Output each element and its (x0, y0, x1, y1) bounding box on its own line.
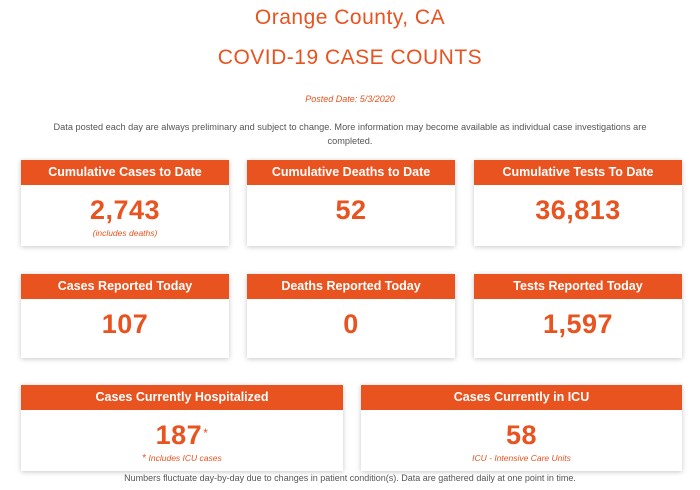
card-hospitalized-label: Cases Currently Hospitalized (21, 385, 343, 410)
card-tests-today-value: 1,597 (542, 309, 614, 339)
hospitalized-note-asterisk: * (142, 453, 147, 464)
card-cumulative-cases-value: 2,743 (89, 195, 161, 225)
card-cases-today-label: Cases Reported Today (21, 274, 229, 299)
posted-date: Posted Date: 5/3/2020 (305, 94, 395, 104)
hospitalized-asterisk: * (203, 426, 209, 440)
card-deaths-today: Deaths Reported Today 0 (247, 274, 455, 358)
card-cumulative-cases-label: Cumulative Cases to Date (21, 160, 229, 185)
card-icu: Cases Currently in ICU 58 ICU - Intensiv… (361, 385, 682, 471)
card-tests-today-label: Tests Reported Today (474, 274, 682, 299)
card-deaths-today-value: 0 (343, 309, 359, 339)
card-hospitalized-note-wrap: * Includes ICU cases (21, 453, 343, 464)
card-deaths-today-label: Deaths Reported Today (247, 274, 455, 299)
page-title: Orange County, CA (254, 6, 446, 29)
card-cumulative-tests-label: Cumulative Tests To Date (474, 160, 682, 185)
card-cumulative-tests-value: 36,813 (535, 195, 621, 225)
card-hospitalized: Cases Currently Hospitalized 187* * Incl… (21, 385, 343, 471)
card-cumulative-cases-note: (includes deaths) (92, 228, 158, 238)
card-cases-today: Cases Reported Today 107 (21, 274, 229, 358)
card-tests-today: Tests Reported Today 1,597 (474, 274, 682, 358)
card-icu-value: 58 (505, 420, 538, 450)
card-hospitalized-value-wrap: 187* (21, 419, 343, 451)
page-subtitle: COVID-19 CASE COUNTS (217, 46, 483, 69)
card-cumulative-deaths-value: 52 (335, 195, 367, 225)
card-cumulative-tests: Cumulative Tests To Date 36,813 (474, 160, 682, 246)
card-hospitalized-note: Includes ICU cases (148, 453, 222, 463)
card-cases-today-value: 107 (101, 309, 149, 339)
footer-note: Numbers fluctuate day-by-day due to chan… (124, 473, 576, 483)
card-hospitalized-value: 187 (155, 420, 203, 450)
card-cumulative-deaths-label: Cumulative Deaths to Date (247, 160, 455, 185)
card-icu-label: Cases Currently in ICU (361, 385, 682, 410)
card-cumulative-cases: Cumulative Cases to Date 2,743 (includes… (21, 160, 229, 246)
disclaimer-text: Data posted each day are always prelimin… (53, 122, 647, 146)
card-icu-note: ICU - Intensive Care Units (472, 453, 571, 463)
card-cumulative-deaths: Cumulative Deaths to Date 52 (247, 160, 455, 246)
